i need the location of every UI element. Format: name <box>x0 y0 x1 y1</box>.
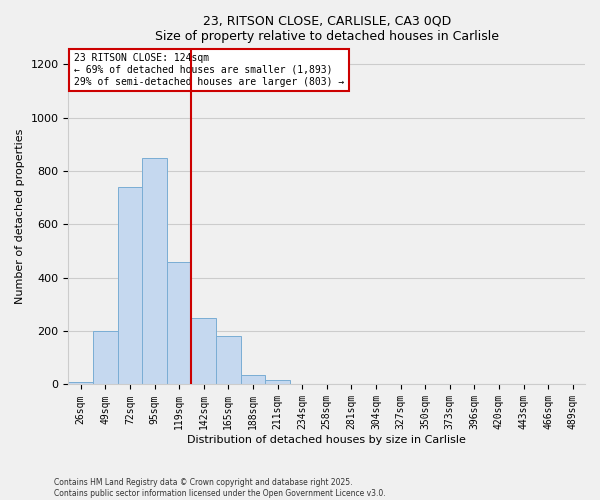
Y-axis label: Number of detached properties: Number of detached properties <box>15 128 25 304</box>
Bar <box>265 380 290 384</box>
Bar <box>93 331 118 384</box>
Bar <box>167 262 191 384</box>
Bar <box>191 318 216 384</box>
Bar <box>241 375 265 384</box>
Bar <box>118 187 142 384</box>
X-axis label: Distribution of detached houses by size in Carlisle: Distribution of detached houses by size … <box>187 435 466 445</box>
Text: Contains HM Land Registry data © Crown copyright and database right 2025.
Contai: Contains HM Land Registry data © Crown c… <box>54 478 386 498</box>
Title: 23, RITSON CLOSE, CARLISLE, CA3 0QD
Size of property relative to detached houses: 23, RITSON CLOSE, CARLISLE, CA3 0QD Size… <box>155 15 499 43</box>
Bar <box>216 336 241 384</box>
Text: 23 RITSON CLOSE: 124sqm
← 69% of detached houses are smaller (1,893)
29% of semi: 23 RITSON CLOSE: 124sqm ← 69% of detache… <box>74 54 344 86</box>
Bar <box>68 382 93 384</box>
Bar <box>142 158 167 384</box>
